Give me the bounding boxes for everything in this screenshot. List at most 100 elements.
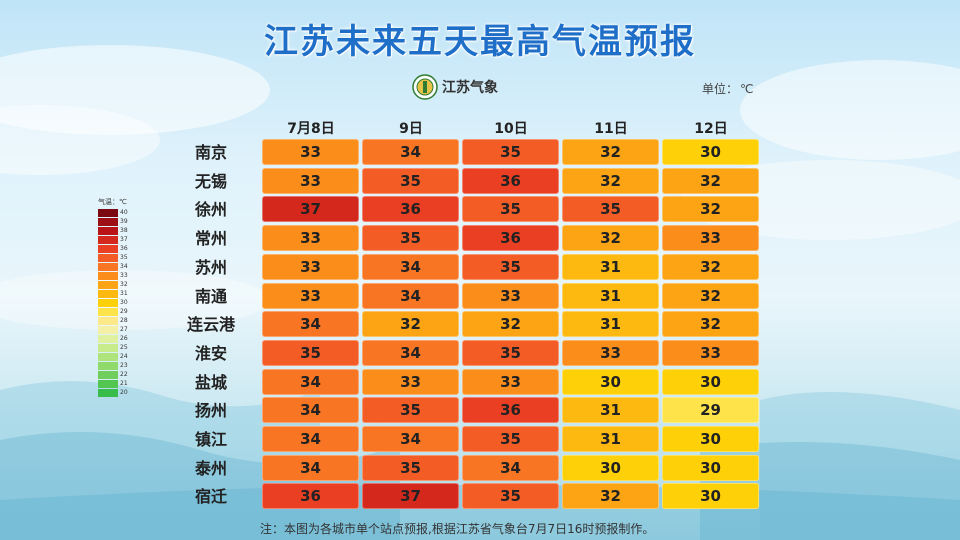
temperature-cell: 33 [262, 139, 359, 165]
legend-swatch [98, 389, 118, 397]
temperature-cell: 31 [562, 426, 659, 452]
city-label: 连云港 [186, 315, 235, 335]
legend-swatch [98, 335, 118, 343]
temperature-cell: 35 [262, 339, 359, 366]
city-label: 镇江 [194, 430, 227, 449]
legend-swatch [98, 263, 118, 271]
temperature-cell: 35 [462, 426, 559, 452]
temperature-cell: 34 [262, 311, 359, 338]
legend-swatch [98, 236, 118, 244]
legend-label: 32 [120, 281, 128, 288]
temperature-cell: 36 [462, 225, 559, 252]
legend-label: 20 [120, 389, 128, 396]
temperature-cell: 32 [662, 253, 759, 280]
temperature-cell: 31 [562, 253, 659, 280]
temperature-cell: 35 [362, 225, 459, 252]
temperature-cell: 29 [662, 397, 759, 424]
legend-label: 23 [120, 362, 128, 369]
legend-label: 25 [120, 344, 128, 351]
temperature-cell: 31 [562, 282, 659, 309]
legend-label: 35 [120, 254, 128, 261]
temperature-cell: 33 [462, 282, 559, 309]
logo-text: 江苏气象 [442, 80, 498, 96]
temperature-cell: 35 [462, 483, 559, 510]
temperature-cell: 34 [362, 339, 459, 366]
legend-label: 31 [120, 290, 128, 297]
city-label: 常州 [194, 229, 227, 249]
temperature-cell: 32 [662, 167, 759, 194]
legend-swatch [98, 380, 118, 388]
legend-label: 38 [120, 227, 128, 234]
legend-swatch [98, 308, 118, 316]
legend-label: 21 [120, 380, 128, 387]
temperature-cell: 33 [262, 225, 359, 252]
temperature-cell: 32 [462, 311, 559, 338]
legend-swatch [98, 290, 118, 298]
temperature-cell: 32 [562, 167, 659, 194]
temperature-cell: 32 [662, 282, 759, 309]
city-label: 盐城 [194, 372, 227, 392]
legend-label: 24 [120, 353, 128, 360]
temperature-cell: 31 [562, 311, 659, 338]
unit-value: ℃ [740, 82, 754, 96]
legend-swatch [98, 245, 118, 253]
legend-swatch [98, 362, 118, 370]
city-label: 泰州 [194, 458, 227, 478]
temperature-cell: 34 [362, 253, 459, 280]
temperature-cell: 34 [262, 397, 359, 424]
legend-swatch [98, 272, 118, 280]
temperature-cell: 37 [262, 196, 359, 223]
temperature-cell: 35 [562, 196, 659, 223]
city-label: 淮安 [194, 343, 227, 363]
legend-swatch [98, 227, 118, 235]
temperature-cell: 33 [262, 282, 359, 309]
footnote: 注：本图为各城市单个站点预报,根据江苏省气象台7月7日16时预报制作。 [260, 522, 655, 536]
temperature-cell: 34 [262, 368, 359, 395]
unit-prefix: 单位： [702, 82, 739, 96]
legend-swatch [98, 218, 118, 226]
temperature-cell: 35 [362, 454, 459, 481]
temperature-cell: 30 [662, 483, 759, 510]
legend-label: 30 [120, 299, 128, 306]
temperature-cell: 30 [662, 139, 759, 165]
legend-title: 气温：℃ [98, 198, 127, 206]
city-label: 无锡 [194, 171, 227, 191]
legend-label: 34 [120, 263, 128, 270]
legend-swatch [98, 326, 118, 334]
legend-swatch [98, 353, 118, 361]
city-label: 南通 [194, 286, 227, 306]
temperature-cell: 33 [562, 339, 659, 366]
city-label: 扬州 [194, 401, 227, 421]
legend-swatch [98, 371, 118, 379]
temperature-cell: 32 [662, 311, 759, 338]
temperature-cell: 33 [262, 167, 359, 194]
temperature-cell: 33 [662, 225, 759, 252]
temperature-cell: 36 [362, 196, 459, 223]
temperature-cell: 33 [262, 253, 359, 280]
column-header: 7月8日 [287, 121, 335, 137]
page-title: 江苏未来五天最高气温预报 [264, 22, 696, 62]
city-label: 南京 [194, 143, 227, 162]
temperature-cell: 36 [462, 397, 559, 424]
legend-swatch [98, 317, 118, 325]
temperature-cell: 31 [562, 397, 659, 424]
temperature-cell: 32 [562, 139, 659, 165]
unit-label: 单位： ℃ [700, 80, 754, 97]
temperature-cell: 34 [262, 454, 359, 481]
temperature-cell: 35 [462, 253, 559, 280]
temperature-cell: 34 [362, 426, 459, 452]
temperature-cell: 32 [562, 483, 659, 510]
legend-swatch [98, 209, 118, 217]
temperature-cell: 35 [362, 167, 459, 194]
temperature-cell: 32 [662, 196, 759, 223]
temperature-cell: 30 [662, 368, 759, 395]
city-label: 徐州 [194, 200, 227, 220]
legend-label: 27 [120, 326, 128, 333]
legend-label: 26 [120, 335, 128, 342]
column-header: 10日 [494, 121, 528, 137]
temperature-cell: 34 [262, 426, 359, 452]
legend-scale: 40 39 38 37 36 35 34 33 32 31 30 29 28 27 26 25 24 23 22 21… [98, 209, 138, 399]
temperature-cell: 32 [562, 225, 659, 252]
color-legend: 气温：℃ 40 39 38 37 36 35 34 33 32 31 30 29 28 27 26 25 24 2… [98, 197, 138, 399]
temperature-cell: 30 [562, 368, 659, 395]
